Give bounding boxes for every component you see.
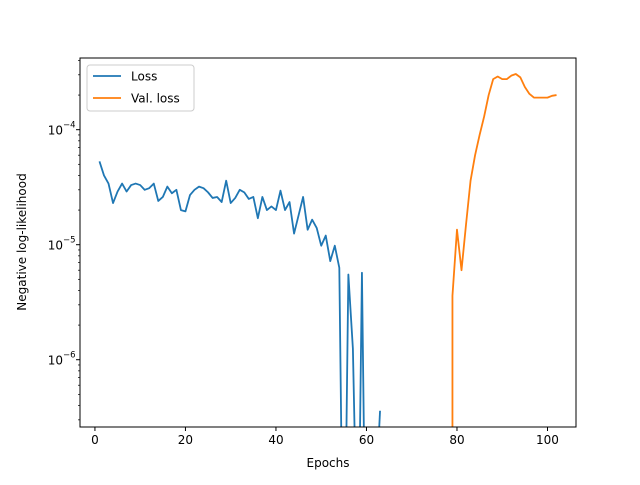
- series-layer: [98, 73, 557, 427]
- series-line-loss-segment-2: [359, 271, 365, 427]
- plot-frame: [79, 57, 577, 428]
- legend-label-loss: Loss: [131, 70, 157, 84]
- x-tick-label: 40: [268, 433, 283, 447]
- series-line-loss-segment-0: [98, 161, 343, 427]
- x-tick-label: 60: [359, 433, 374, 447]
- y-tick-label-exponent: −5: [63, 236, 76, 246]
- y-tick-label: 10: [48, 124, 63, 138]
- y-tick-label: 10: [48, 239, 63, 253]
- y-tick-label: 10: [48, 354, 63, 368]
- x-axis-label: Epochs: [307, 456, 350, 470]
- legend-label-val-loss: Val. loss: [131, 92, 180, 106]
- y-tick-label-exponent: −6: [63, 351, 76, 361]
- y-axis-label: Negative log-likelihood: [15, 173, 29, 310]
- x-tick-label: 20: [178, 433, 193, 447]
- x-tick-label: 100: [536, 433, 559, 447]
- x-tick-label: 0: [91, 433, 99, 447]
- x-axis: 0 20 40 60 80 100: [91, 427, 559, 447]
- series-line-val-loss-segment-0: [451, 73, 557, 427]
- y-axis: 10−610−510−4: [48, 60, 80, 421]
- y-tick-label-exponent: −4: [63, 121, 76, 131]
- x-tick-label: 80: [449, 433, 464, 447]
- series-line-loss-segment-1: [345, 273, 356, 427]
- legend: Loss Val. loss: [86, 64, 195, 112]
- series-line-loss-segment-3: [378, 410, 381, 427]
